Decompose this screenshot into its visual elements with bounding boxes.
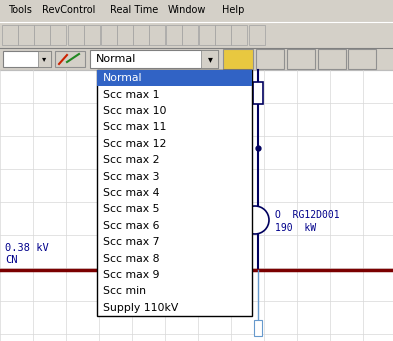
Bar bbox=[231, 25, 247, 45]
Bar bbox=[287, 49, 315, 69]
Bar bbox=[18, 25, 34, 45]
Bar bbox=[348, 49, 376, 69]
Bar bbox=[97, 70, 252, 316]
Bar bbox=[254, 320, 262, 336]
Text: Scc max 4: Scc max 4 bbox=[103, 188, 160, 198]
Bar bbox=[215, 25, 231, 45]
Bar bbox=[2, 25, 18, 45]
Bar bbox=[0, 48, 393, 70]
Circle shape bbox=[241, 206, 269, 234]
Bar bbox=[101, 25, 117, 45]
Text: Scc max 9: Scc max 9 bbox=[103, 270, 160, 280]
Text: Scc max 11: Scc max 11 bbox=[103, 122, 166, 132]
Bar bbox=[50, 25, 66, 45]
Bar bbox=[223, 49, 253, 69]
Text: Scc max 1: Scc max 1 bbox=[103, 90, 160, 100]
Text: CN: CN bbox=[5, 255, 18, 265]
Bar bbox=[68, 25, 84, 45]
Bar bbox=[34, 25, 50, 45]
Text: Tools: Tools bbox=[8, 5, 32, 15]
Bar bbox=[253, 82, 263, 104]
Text: Scc max 5: Scc max 5 bbox=[103, 204, 160, 214]
Text: ▾: ▾ bbox=[42, 55, 46, 63]
Text: RevControl: RevControl bbox=[42, 5, 95, 15]
Text: Scc max 6: Scc max 6 bbox=[103, 221, 160, 231]
Text: Window: Window bbox=[168, 5, 206, 15]
Text: Scc max 8: Scc max 8 bbox=[103, 254, 160, 264]
Bar bbox=[55, 51, 85, 67]
Text: Help: Help bbox=[222, 5, 244, 15]
Bar bbox=[90, 50, 218, 68]
Text: Scc max 12: Scc max 12 bbox=[103, 139, 166, 149]
Text: ▾: ▾ bbox=[208, 54, 213, 64]
Bar bbox=[84, 25, 100, 45]
Bar bbox=[256, 49, 284, 69]
Bar bbox=[3, 51, 51, 67]
Bar bbox=[166, 25, 182, 45]
Text: O  RG12D001: O RG12D001 bbox=[275, 210, 340, 220]
Text: Scc min: Scc min bbox=[103, 286, 146, 296]
Bar bbox=[149, 25, 165, 45]
Text: Supply 110kV: Supply 110kV bbox=[103, 303, 178, 313]
Text: 0.38 kV: 0.38 kV bbox=[5, 243, 49, 253]
Bar bbox=[199, 25, 215, 45]
Bar bbox=[318, 49, 346, 69]
Bar bbox=[97, 70, 252, 86]
Bar bbox=[249, 25, 265, 45]
Bar bbox=[0, 0, 393, 22]
Text: Normal: Normal bbox=[103, 73, 143, 83]
Text: 190  kW: 190 kW bbox=[275, 223, 316, 233]
Text: Scc max 10: Scc max 10 bbox=[103, 106, 167, 116]
Text: Scc max 7: Scc max 7 bbox=[103, 237, 160, 247]
Bar bbox=[0, 70, 393, 341]
Bar bbox=[201, 50, 218, 68]
Text: Real Time: Real Time bbox=[110, 5, 158, 15]
Text: Scc max 2: Scc max 2 bbox=[103, 155, 160, 165]
Bar bbox=[0, 22, 393, 48]
Bar bbox=[133, 25, 149, 45]
Text: Scc max 3: Scc max 3 bbox=[103, 172, 160, 182]
Bar bbox=[38, 51, 51, 67]
Bar bbox=[182, 25, 198, 45]
Bar bbox=[117, 25, 133, 45]
Text: Normal: Normal bbox=[96, 54, 136, 64]
